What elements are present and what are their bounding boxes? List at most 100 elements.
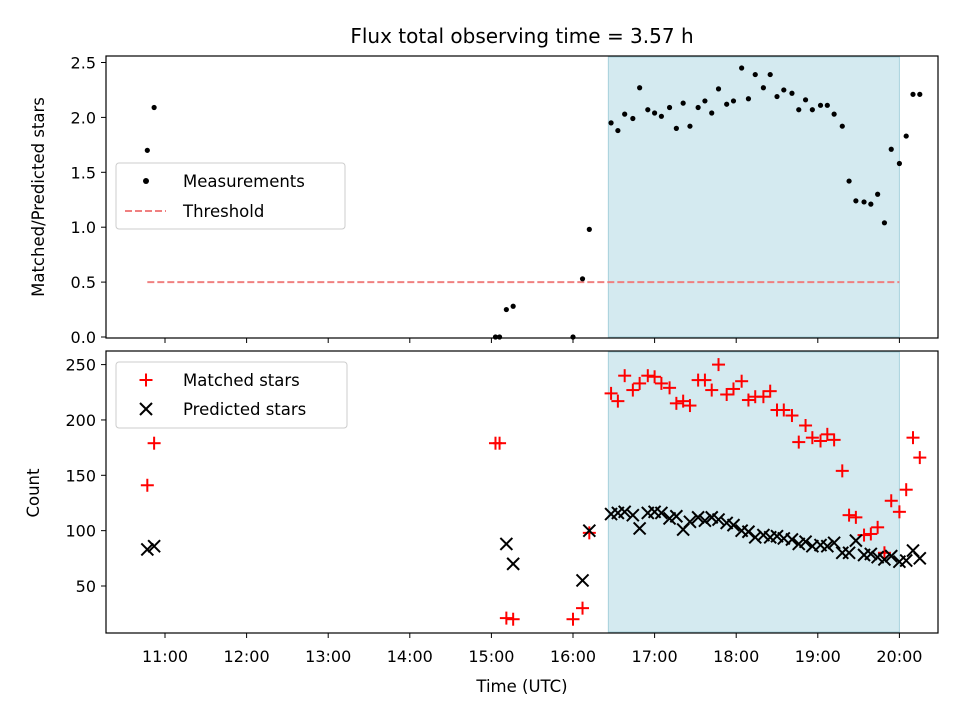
measurement-point: [781, 87, 787, 93]
measurement-point: [695, 104, 701, 111]
legend-threshold-label: Threshold: [182, 202, 264, 221]
predicted-star-point: [849, 533, 863, 548]
matched-star-point: [741, 393, 755, 407]
predicted-star-point: [820, 539, 835, 553]
measurement-point: [875, 191, 881, 197]
bottom-y-axis-label: Count: [24, 468, 43, 518]
matched-star-point: [913, 451, 927, 465]
predicted-star-point: [654, 506, 669, 520]
measurement-point: [831, 111, 837, 117]
bottom-x-tick-label: 17:00: [632, 647, 678, 666]
measurement-point: [709, 110, 715, 116]
predicted-star-point: [683, 515, 697, 529]
measurement-point: [789, 90, 795, 96]
predicted-star-point: [669, 509, 684, 523]
predicted-star-point: [798, 535, 813, 549]
legend-predicted-label: Predicted stars: [183, 400, 306, 419]
matched-star-point: [147, 436, 161, 450]
matched-star-point: [566, 612, 580, 626]
matched-star-point: [705, 383, 719, 397]
measurement-point: [503, 306, 509, 313]
predicted-star-point: [842, 546, 856, 560]
matched-star-point: [785, 409, 799, 423]
measurement-point: [510, 303, 516, 309]
measurement-point: [739, 65, 745, 71]
matched-star-point: [884, 494, 898, 508]
matched-star-point: [792, 435, 806, 449]
matched-star-point: [864, 527, 878, 541]
measurement-point: [896, 160, 903, 167]
top-y-tick-label: 1.0: [71, 218, 96, 237]
measurement-point: [839, 123, 845, 129]
measurement-point: [715, 86, 722, 92]
measurement-point: [745, 96, 752, 102]
bottom-x-tick-label: 20:00: [876, 647, 922, 666]
predicted-star-point: [626, 508, 640, 522]
measurement-point: [888, 146, 894, 152]
measurement-point: [796, 107, 802, 113]
matched-star-point: [756, 390, 770, 404]
measurement-point: [910, 91, 916, 97]
measurement-point: [151, 104, 157, 111]
matched-star-point: [827, 433, 841, 447]
measurement-point: [630, 115, 636, 122]
bottom-y-tick-label: 200: [65, 411, 96, 430]
legend-predicted-marker: [139, 402, 153, 416]
measurement-point: [802, 97, 809, 103]
measurement-point: [702, 98, 708, 104]
top-y-tick-label: 0.5: [71, 273, 96, 292]
measurement-point: [903, 133, 909, 139]
matched-star-point: [799, 418, 813, 432]
predicted-star-point: [698, 513, 712, 528]
measurement-point: [687, 123, 693, 129]
predicted-star-point: [691, 510, 705, 525]
measurement-point: [645, 107, 651, 113]
bottom-x-tick-label: 19:00: [795, 647, 841, 666]
measurement-point: [767, 71, 773, 78]
matched-star-point: [735, 374, 749, 388]
top-y-axis-label: Matched/Predicted stars: [29, 97, 48, 297]
matched-star-point: [849, 510, 863, 524]
predicted-star-point: [913, 551, 927, 566]
matched-star-point: [618, 369, 632, 383]
matched-star-point: [611, 394, 625, 408]
top-axes-frame: [105, 55, 939, 339]
matched-star-point: [506, 612, 520, 626]
measurement-point: [774, 93, 780, 100]
measurement-point: [724, 101, 730, 107]
matched-star-point: [835, 464, 849, 478]
top-panel: 0.0 0.5 1.0 1.5 2.0 2.5 Matched/Predicted sta…: [29, 54, 939, 347]
measurement-point: [853, 198, 859, 204]
measurement-point: [881, 220, 888, 226]
predicted-star-point: [575, 573, 590, 588]
bottom-x-tick-label: 12:00: [224, 647, 270, 666]
measurement-point: [615, 127, 621, 134]
matched-star-point: [641, 369, 655, 383]
legend-measurements-label: Measurements: [183, 172, 305, 191]
predicted-star-point: [499, 537, 514, 551]
matched-star-point: [676, 394, 690, 408]
matched-star-point: [582, 526, 596, 540]
predicted-star-point: [617, 505, 632, 519]
top-legend: Measurements Threshold: [115, 162, 346, 230]
matched-star-point: [663, 381, 677, 395]
matched-star-point: [805, 431, 819, 445]
measurement-point: [622, 111, 628, 117]
matched-star-point: [871, 520, 885, 534]
measurement-point: [579, 276, 586, 282]
measurement-point: [868, 201, 874, 207]
legend-matched-label: Matched stars: [183, 371, 300, 390]
matched-star-point: [906, 431, 920, 445]
matched-star-point: [857, 528, 871, 542]
matched-star-point: [899, 483, 913, 497]
bottom-y-tick-label: 150: [65, 466, 96, 485]
measurement-point: [846, 178, 852, 184]
measurement-point: [861, 199, 867, 205]
predicted-star-point: [884, 549, 898, 563]
measurement-point: [824, 102, 830, 108]
matched-star-point: [140, 478, 154, 492]
predicted-star-point: [506, 557, 520, 571]
predicted-star-point: [147, 539, 161, 553]
matched-star-point: [720, 387, 734, 401]
matched-star-point: [820, 427, 834, 441]
